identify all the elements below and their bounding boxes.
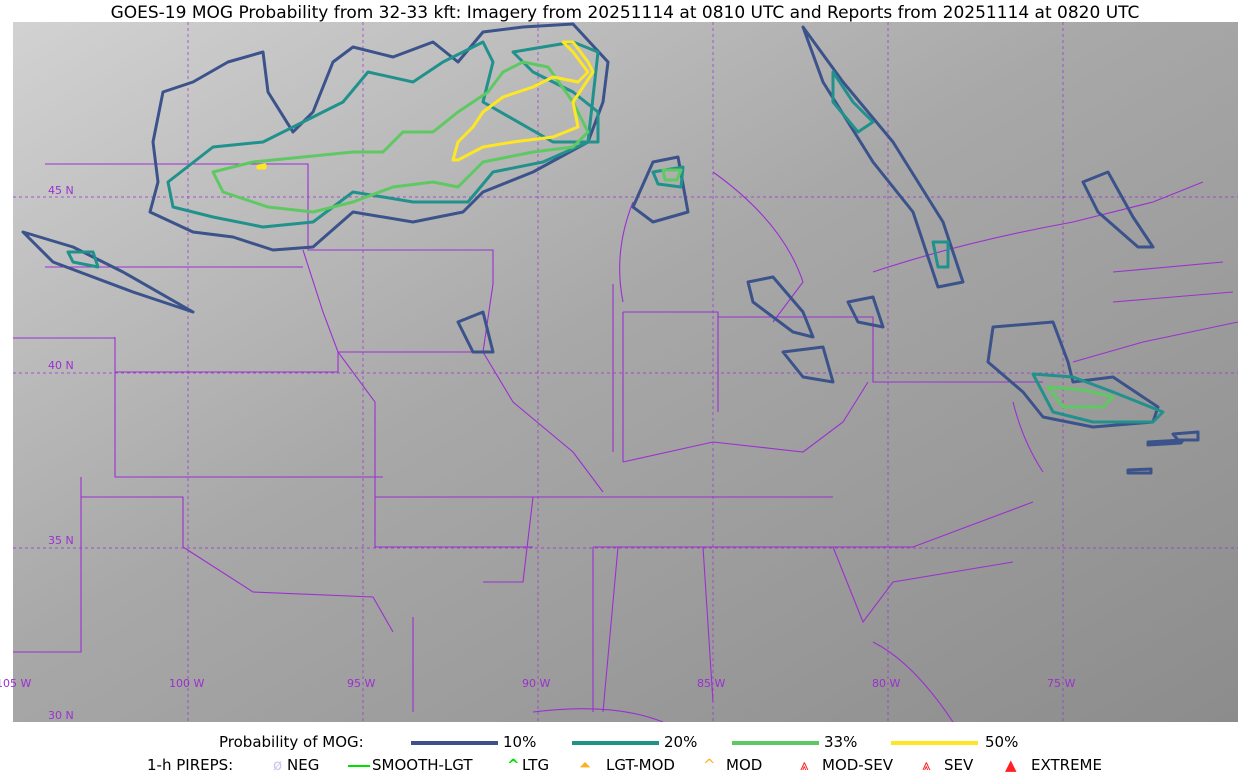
legend-33pct: 33% (824, 733, 858, 751)
swatch-50pct (891, 741, 978, 745)
legend-10pct: 10% (503, 733, 537, 751)
contour-50pct (256, 40, 595, 170)
prob-legend-title: Probability of MOG: (219, 733, 364, 751)
double-caret-bar-icon: ⩓ (800, 756, 809, 774)
contour-20pct (66, 40, 1165, 424)
swatch-33pct (732, 741, 819, 745)
lon-label-75: 75 W (1047, 677, 1076, 690)
satellite-map (13, 22, 1238, 722)
lat-label-35: 35 N (48, 534, 74, 547)
lat-label-30: 30 N (48, 709, 74, 722)
legend-smooth-lgt: SMOOTH-LGT (372, 756, 473, 774)
legend-20pct: 20% (664, 733, 698, 751)
lon-label-100: 100 W (169, 677, 205, 690)
double-caret-icon: ⩓ (922, 756, 931, 774)
lon-label-105: 105 W (0, 677, 32, 690)
filled-triangle-icon: ▲ (1005, 756, 1017, 774)
state-borders (13, 163, 1238, 722)
swatch-20pct (572, 741, 659, 745)
lon-label-90: 90 W (522, 677, 551, 690)
legend-ltg: LTG (522, 756, 550, 774)
lat-label-40: 40 N (48, 359, 74, 372)
legend-neg: NEG (287, 756, 320, 774)
caret-icon: ^ (703, 756, 716, 774)
legend-extreme: EXTREME (1031, 756, 1102, 774)
line-icon (348, 765, 370, 767)
legend-lgt-mod: LGT-MOD (606, 756, 675, 774)
lon-label-85: 85 W (697, 677, 726, 690)
chart-title: GOES-19 MOG Probability from 32-33 kft: … (110, 3, 1140, 23)
legend-sev: SEV (944, 756, 974, 774)
legend-mod-sev: MOD-SEV (822, 756, 893, 774)
legend-mod: MOD (726, 756, 763, 774)
swatch-10pct (411, 741, 498, 745)
neg-circle-icon: ø (273, 756, 283, 774)
contour-10pct (21, 22, 1200, 475)
mog-contours (21, 22, 1200, 475)
lat-label-45: 45 N (48, 184, 74, 197)
caret-bar-icon: ⏶ (579, 756, 592, 774)
caret-icon: ^ (507, 756, 520, 774)
pirep-legend-title: 1-h PIREPS: (147, 756, 234, 774)
legend-50pct: 50% (985, 733, 1019, 751)
lon-label-80: 80 W (872, 677, 901, 690)
lon-label-95: 95 W (347, 677, 376, 690)
